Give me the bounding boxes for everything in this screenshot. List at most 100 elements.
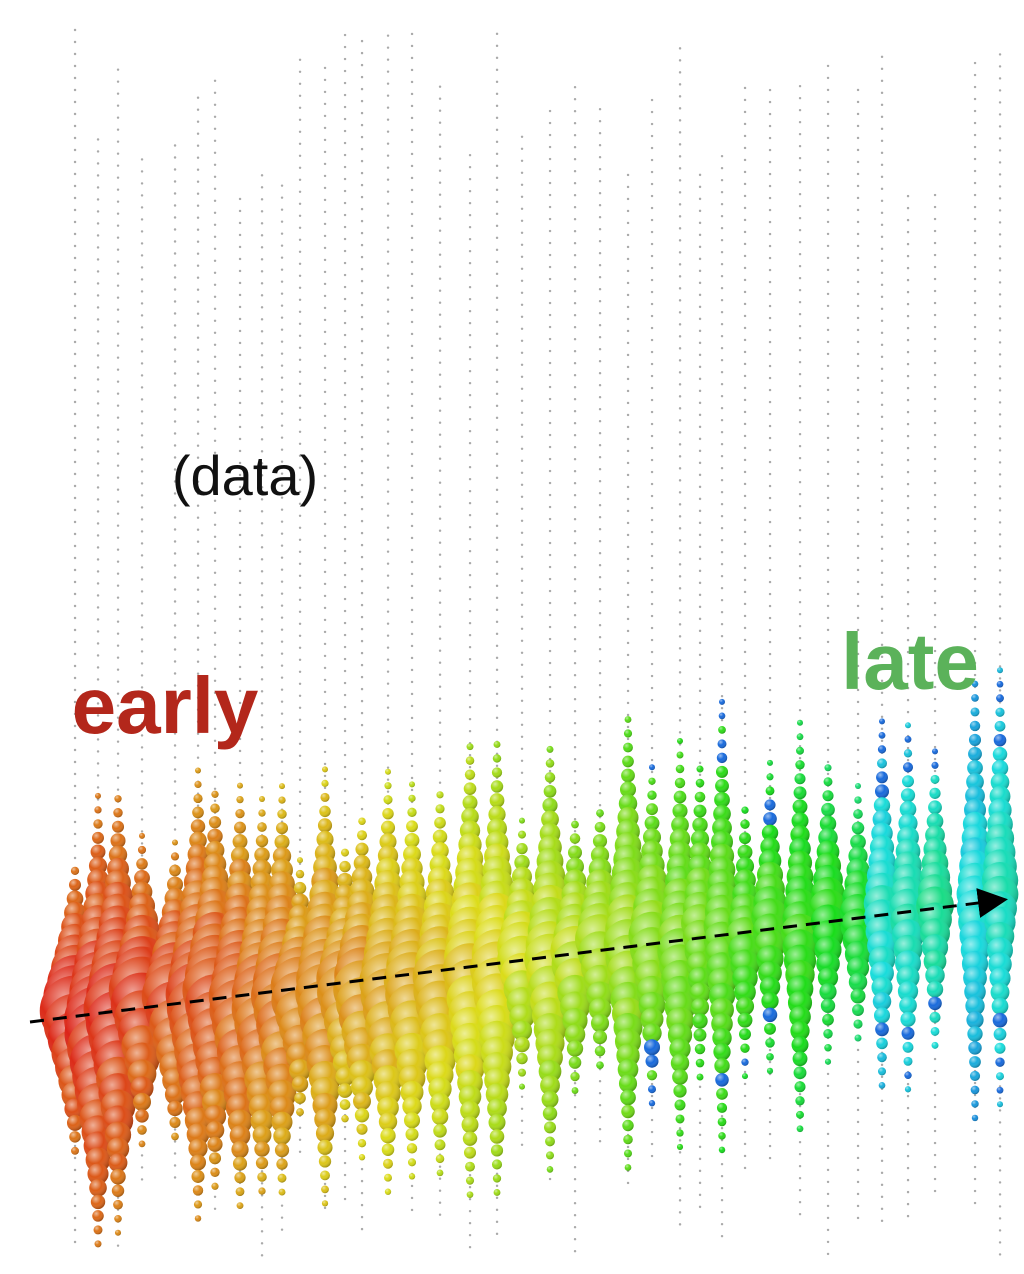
- hit-shine: [739, 1028, 751, 1040]
- hit-shine: [276, 1158, 287, 1169]
- hit-shine: [466, 1177, 474, 1185]
- hit-shine: [819, 983, 836, 1000]
- hit-shine: [716, 766, 728, 778]
- hit-shine: [795, 1096, 804, 1105]
- hit-shine: [114, 795, 121, 802]
- hit-shine: [93, 1225, 102, 1234]
- hit-shine: [435, 1139, 446, 1150]
- hit-shine: [995, 708, 1004, 717]
- hit-shine: [192, 807, 204, 819]
- hit-shine: [879, 1082, 886, 1089]
- hit-shine: [341, 1115, 348, 1122]
- hit-shine: [194, 781, 201, 788]
- hit-shine: [672, 1069, 688, 1085]
- hit-shine: [742, 1073, 748, 1079]
- hit-shine: [407, 1143, 417, 1153]
- hit-shine: [694, 805, 707, 818]
- hit-shine: [191, 1170, 204, 1183]
- hit-shine: [112, 821, 124, 833]
- hit-shine: [853, 809, 863, 819]
- hit-shine: [171, 1133, 179, 1141]
- hit-shine: [462, 1116, 479, 1133]
- hit-shine: [169, 865, 181, 877]
- hit-shine: [766, 773, 773, 780]
- hit-shine: [341, 849, 349, 857]
- hit-shine: [929, 788, 940, 799]
- hit-shine: [235, 809, 244, 818]
- hit-shine: [434, 817, 446, 829]
- hit-shine: [718, 1132, 725, 1139]
- hit-shine: [764, 1023, 776, 1035]
- hit-shine: [625, 716, 632, 723]
- hit-shine: [874, 1007, 890, 1023]
- hit-shine: [194, 1200, 202, 1208]
- hit-shine: [740, 1043, 749, 1052]
- hit-shine: [543, 1106, 557, 1120]
- hit-shine: [382, 808, 393, 819]
- hit-shine: [546, 759, 555, 768]
- hit-shine: [794, 1066, 807, 1079]
- hit-shine: [338, 1083, 353, 1098]
- hit-shine: [647, 1070, 657, 1080]
- hit-shine: [193, 794, 202, 803]
- hit-shine: [112, 1185, 124, 1197]
- hit-shine: [494, 741, 501, 748]
- hit-shine: [902, 1027, 915, 1040]
- hit-shine: [825, 1059, 831, 1065]
- hit-shine: [905, 736, 912, 743]
- hit-shine: [491, 1144, 503, 1156]
- hit-shine: [595, 1046, 606, 1057]
- hit-shine: [997, 1087, 1004, 1094]
- hit-shine: [405, 1128, 418, 1141]
- hit-shine: [970, 1071, 980, 1081]
- hit-shine: [572, 1087, 579, 1094]
- hit-shine: [381, 821, 395, 835]
- hit-shine: [114, 1215, 122, 1223]
- hit-shine: [624, 1150, 632, 1158]
- hit-shine: [822, 790, 833, 801]
- hit-shine: [209, 816, 221, 828]
- hit-shine: [355, 1108, 369, 1122]
- hit-shine: [761, 992, 778, 1009]
- hit-shine: [278, 796, 285, 803]
- hit-shine: [904, 1057, 913, 1066]
- hit-shine: [931, 1027, 940, 1036]
- hit-shine: [718, 1118, 727, 1127]
- hit-shine: [466, 756, 474, 764]
- hit-shine: [853, 1019, 862, 1028]
- hit-shine: [135, 1109, 148, 1122]
- hit-shine: [764, 799, 775, 810]
- hit-shine: [993, 1013, 1008, 1028]
- hit-shine: [547, 1166, 554, 1173]
- hit-shine: [824, 764, 831, 771]
- hit-shine: [139, 833, 145, 839]
- hit-shine: [318, 818, 332, 832]
- hit-shine: [697, 1074, 704, 1081]
- hit-shine: [234, 1172, 245, 1183]
- hit-shine: [797, 733, 804, 740]
- hit-shine: [545, 772, 555, 782]
- hit-shine: [277, 809, 286, 818]
- hit-shine: [321, 1185, 329, 1193]
- hit-shine: [795, 760, 804, 769]
- hit-shine: [380, 1128, 395, 1143]
- hit-shine: [718, 739, 727, 748]
- hit-shine: [464, 1147, 476, 1159]
- hit-shine: [738, 1013, 753, 1028]
- data-label: (data): [172, 444, 318, 507]
- hit-shine: [236, 796, 243, 803]
- hit-shine: [570, 833, 581, 844]
- hit-shine: [408, 1158, 416, 1166]
- hit-shine: [319, 806, 330, 817]
- hit-shine: [259, 796, 265, 802]
- hit-shine: [763, 812, 777, 826]
- hit-shine: [210, 1168, 219, 1177]
- hit-shine: [570, 1072, 579, 1081]
- hit-shine: [544, 785, 557, 798]
- hit-shine: [714, 1058, 729, 1073]
- hit-shine: [571, 821, 579, 829]
- hit-shine: [516, 1053, 527, 1064]
- hit-shine: [904, 749, 912, 757]
- hit-shine: [358, 817, 366, 825]
- hit-shine: [211, 1183, 218, 1190]
